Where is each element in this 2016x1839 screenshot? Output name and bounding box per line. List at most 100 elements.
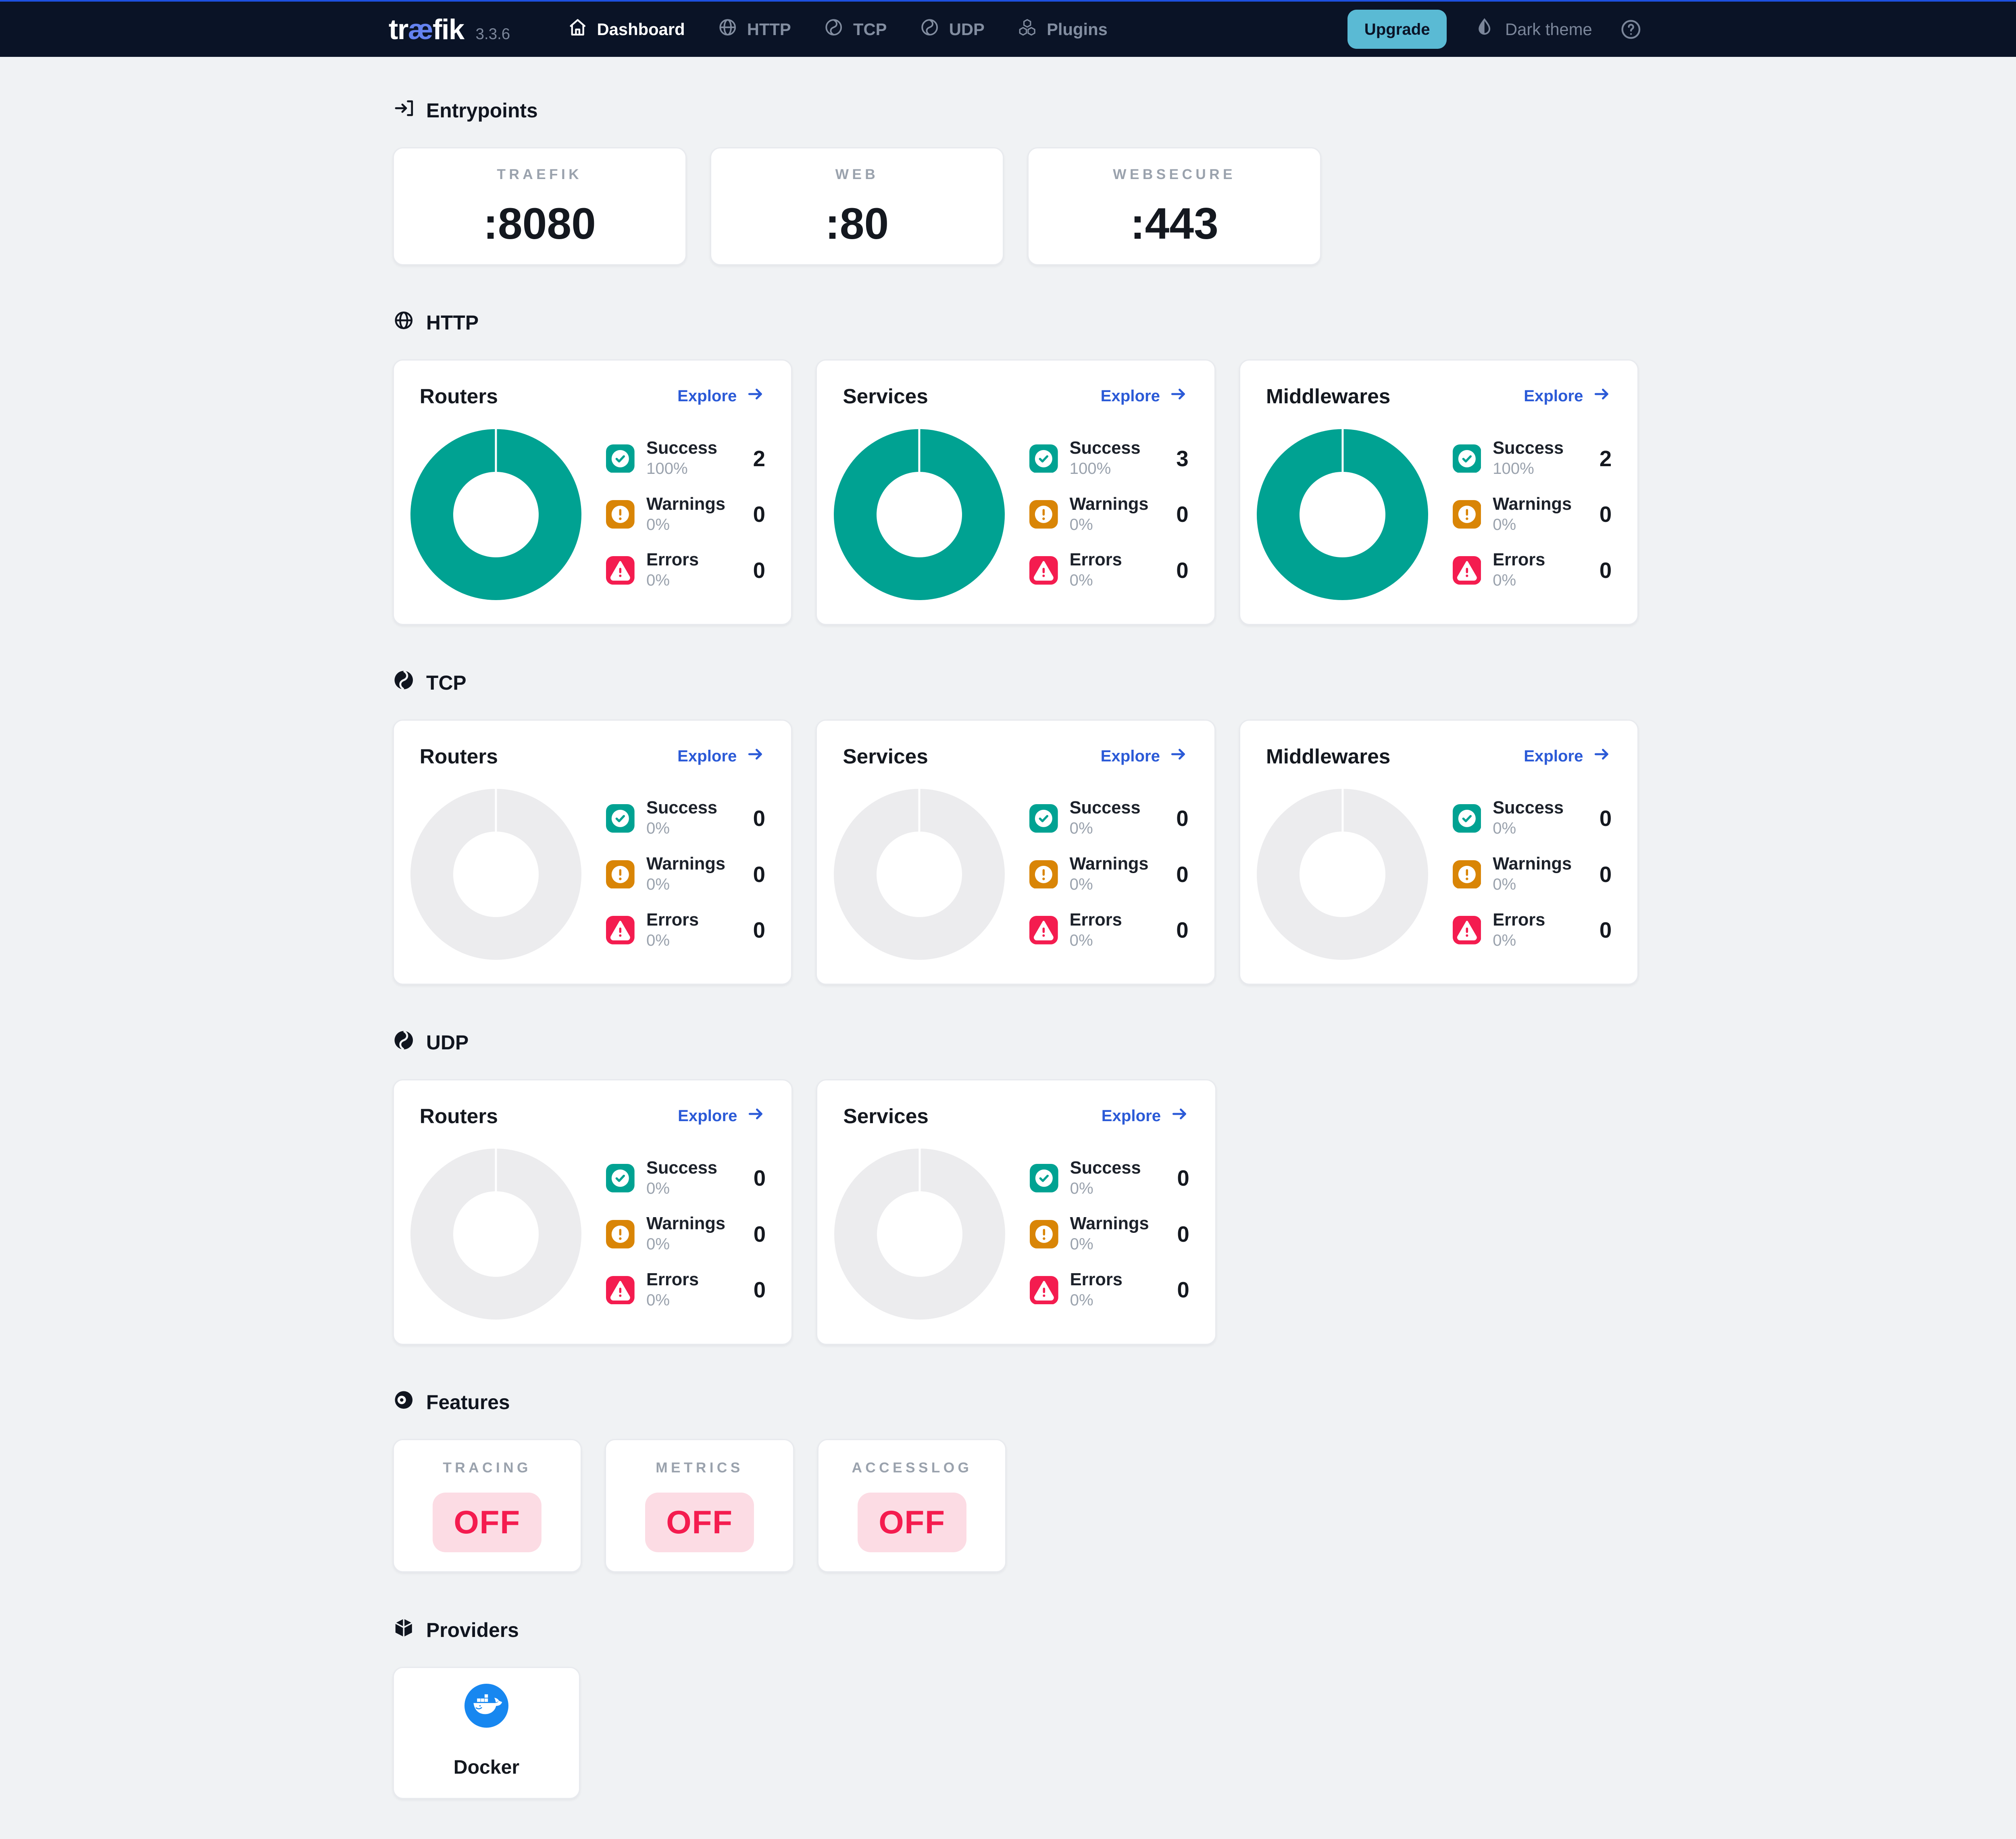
legend-success-row: Success 100% 2 [1452,438,1612,479]
status-badge-off: OFF [645,1493,754,1553]
feature-label: ACCESSLOG [852,1460,973,1476]
legend-label: Success [1070,1158,1141,1178]
explore-label: Explore [677,387,737,405]
nav-item-label: Plugins [1047,19,1108,39]
legend-percent: 0% [1069,931,1093,949]
logo-text: fik [432,13,464,46]
explore-link[interactable]: Explore [678,1104,766,1128]
legend-label: Warnings [646,854,725,874]
legend-percent: 0% [1070,1291,1093,1309]
legend-success-row: Success 0% 0 [1030,1158,1189,1199]
legend-warnings-row: Warnings 0% 0 [1029,494,1189,535]
entrypoints-section-title: Entrypoints [426,99,538,122]
legend: Success 0% 0 Warnings 0% 0 Errors 0% 0 [1452,798,1612,950]
entrypoints-section-header: Entrypoints [393,97,1639,124]
features-section-title: Features [426,1391,510,1414]
donut-chart [410,429,582,600]
donut-chart [834,1149,1006,1320]
legend-success-row: Success 0% 0 [1452,798,1612,838]
card-title: Middlewares [1266,384,1391,408]
legend-label: Warnings [1070,1214,1149,1234]
dark-theme-toggle[interactable]: Dark theme [1474,17,1592,42]
explore-link[interactable]: Explore [1102,1104,1189,1128]
explore-link[interactable]: Explore [1101,384,1189,408]
legend-label: Success [646,438,718,458]
legend-warnings-row: Warnings 0% 0 [1030,1214,1189,1254]
legend-count: 0 [1599,918,1612,943]
legend: Success 100% 2 Warnings 0% 0 Errors 0% 0 [1452,438,1612,590]
legend-warnings-row: Warnings 0% 0 [606,854,765,894]
legend-warnings-row: Warnings 0% 0 [1029,854,1189,894]
legend-percent: 0% [646,1235,670,1253]
nav-item-udp[interactable]: UDP [919,17,985,42]
legend-label: Success [646,1158,718,1178]
explore-link[interactable]: Explore [1101,744,1189,768]
legend: Success 0% 0 Warnings 0% 0 Errors 0% 0 [606,798,765,950]
legend-percent: 0% [1493,875,1516,893]
legend-count: 0 [1176,862,1189,887]
udp-row: Routers Explore Success 0% 0 Warnings 0% [392,1079,1639,1345]
error-icon [1029,916,1058,945]
legend-count: 0 [1599,502,1612,527]
entrypoint-port: :443 [1130,199,1218,248]
nav-item-plugins[interactable]: Plugins [1017,17,1108,42]
legend-count: 0 [1176,502,1189,527]
success-icon [606,444,635,473]
error-icon [606,916,635,945]
main-nav: Dashboard HTTP TCP UDP Plugins [567,17,1108,42]
nav-item-label: UDP [949,19,985,39]
legend-label: Errors [1070,1270,1123,1289]
error-icon [606,556,635,585]
tcp-section-header: TCP [393,669,1639,696]
udp-section-title: UDP [426,1031,469,1054]
features-row: TRACING OFF METRICS OFF ACCESSLOG OFF [392,1439,1639,1573]
nav-item-dashboard[interactable]: Dashboard [567,17,685,42]
success-icon [1029,444,1058,473]
legend-label: Warnings [646,1214,725,1234]
legend-percent: 0% [1493,931,1516,949]
donut-chart [410,1149,582,1320]
legend-label: Errors [1493,550,1545,570]
legend-percent: 0% [1070,1179,1093,1197]
legend-label: Errors [1493,910,1545,930]
arrow-right-icon [1169,384,1188,408]
legend-success-row: Success 0% 0 [1029,798,1189,838]
explore-link[interactable]: Explore [677,744,765,768]
feature-accesslog-card: ACCESSLOG OFF [817,1439,1007,1573]
legend-label: Success [1493,438,1564,458]
legend-label: Success [646,798,718,818]
success-icon [1029,804,1058,833]
plugins-icon [1017,17,1037,42]
dark-theme-label: Dark theme [1505,19,1592,39]
upgrade-button[interactable]: Upgrade [1347,9,1447,49]
status-badge-off: OFF [857,1493,966,1553]
nav-item-label: HTTP [747,19,791,39]
explore-label: Explore [677,746,737,765]
legend-count: 0 [1177,1278,1189,1303]
explore-label: Explore [1100,746,1160,765]
explore-link[interactable]: Explore [677,384,765,408]
explore-link[interactable]: Explore [1524,744,1612,768]
legend-count: 0 [1176,918,1189,943]
udp-services-card: Services Explore Success 0% 0 Warnings 0% [816,1079,1216,1345]
traefik-logo[interactable]: træfik [389,13,464,46]
legend-errors-row: Errors 0% 0 [1030,1270,1189,1310]
nav-item-tcp[interactable]: TCP [823,17,887,42]
entrypoints-row: TRAEFIK :8080 WEB :80 WEBSECURE :443 [392,147,1639,265]
help-icon[interactable] [1619,18,1643,41]
providers-row: Docker [392,1667,1639,1799]
udp-routers-card: Routers Explore Success 0% 0 Warnings 0% [392,1079,793,1345]
explore-link[interactable]: Explore [1524,384,1612,408]
card-title: Services [843,1104,929,1128]
nav-item-http[interactable]: HTTP [717,17,791,42]
http-services-card: Services Explore Success 100% 3 Warnings [816,359,1216,626]
entrypoint-card-websecure: WEBSECURE :443 [1027,147,1322,265]
legend-errors-row: Errors 0% 0 [606,550,765,590]
success-icon [606,1164,635,1193]
legend-count: 0 [1177,1222,1189,1247]
tcp-routers-card: Routers Explore Success 0% 0 Warnings 0% [392,719,793,985]
legend-label: Success [1493,798,1564,818]
explore-label: Explore [1101,1106,1161,1125]
legend-percent: 0% [646,1291,670,1309]
globe-icon [717,17,738,42]
